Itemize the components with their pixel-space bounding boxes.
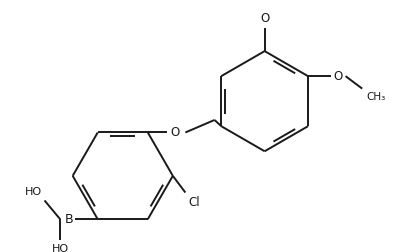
Text: HO: HO [25,187,43,197]
Text: O: O [170,126,180,139]
Text: HO: HO [51,244,69,252]
Text: O: O [259,12,269,25]
Text: O: O [332,70,341,83]
Text: CH₃: CH₃ [366,92,385,102]
Text: Cl: Cl [188,196,200,209]
Text: B: B [65,213,73,226]
